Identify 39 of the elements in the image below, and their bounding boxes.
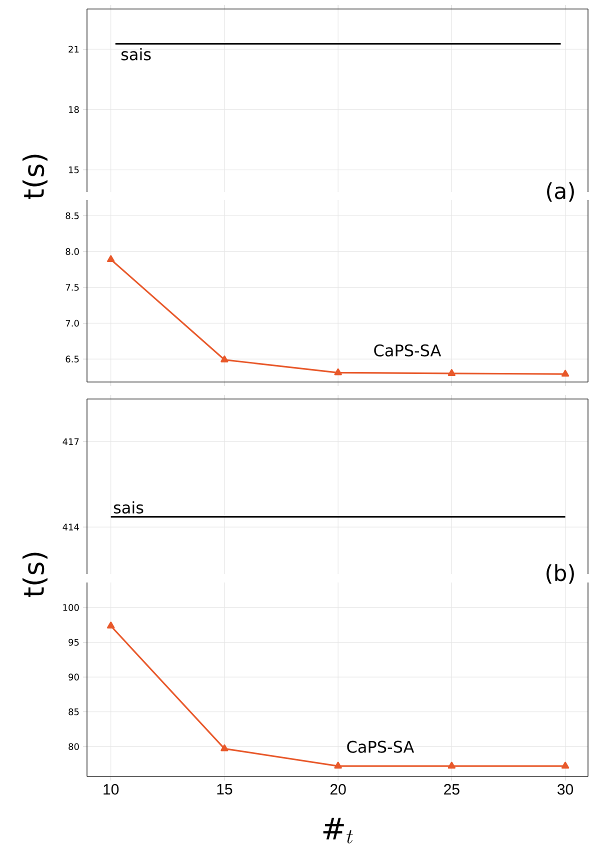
y-axis-title: t(s) — [22, 154, 48, 199]
point — [107, 622, 115, 629]
series-label: sais — [121, 48, 151, 60]
point — [334, 762, 342, 769]
y-tick-label: 15 — [69, 166, 79, 174]
y-tick-label: 8.0 — [66, 248, 79, 255]
x-tick-label: 25 — [444, 784, 460, 795]
y-tick-label: 100 — [63, 604, 79, 611]
y-axis-title: t(s) — [22, 552, 48, 597]
x-tick-label: 15 — [217, 784, 232, 794]
y-tick-label: 6.5 — [66, 356, 79, 362]
y-tick-label: 21 — [68, 46, 79, 53]
x-tick-label: 10 — [104, 784, 119, 795]
point — [107, 255, 115, 262]
y-tick-label: 7.0 — [66, 320, 79, 327]
point — [561, 370, 570, 377]
y-tick-label: 417 — [62, 438, 79, 445]
point — [220, 355, 228, 362]
series-label: sais — [114, 501, 144, 514]
series-label: CaPS-SA — [374, 344, 442, 356]
y-tick-label: 80 — [68, 743, 79, 750]
point — [561, 762, 570, 769]
point — [448, 762, 456, 769]
x-axis-title: $\#_t$ — [323, 818, 353, 844]
point — [448, 369, 456, 376]
y-tick-label: 7.5 — [66, 284, 79, 291]
point — [334, 368, 342, 376]
annotation: (a) — [547, 182, 574, 202]
series-label: CaPS-SA — [347, 740, 414, 753]
annotation: (b) — [546, 564, 574, 584]
point — [220, 744, 228, 752]
x-tick-label: 20 — [330, 784, 346, 795]
x-tick-label: 30 — [558, 784, 574, 795]
y-tick-label: 90 — [68, 674, 79, 680]
y-tick-label: 18 — [69, 106, 79, 113]
y-tick-label: 85 — [68, 708, 79, 716]
y-tick-label: 414 — [62, 524, 79, 530]
y-tick-label: 95 — [68, 638, 79, 646]
y-tick-label: 8.5 — [66, 212, 79, 220]
